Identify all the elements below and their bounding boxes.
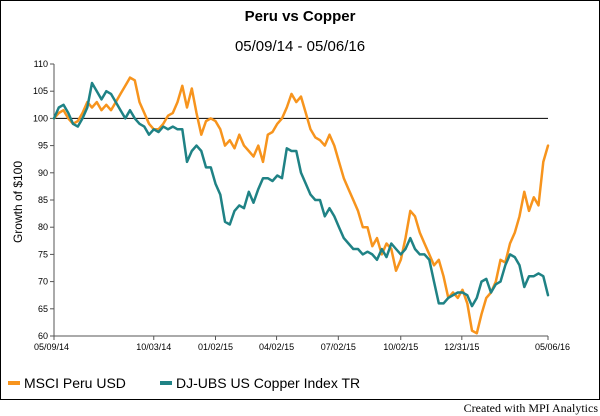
legend-label-peru: MSCI Peru USD	[24, 375, 126, 391]
legend-swatch-peru	[8, 381, 20, 385]
x-tick-label: 05/06/16	[535, 342, 570, 352]
x-tick-label: 10/02/15	[383, 342, 418, 352]
x-tick-label: 01/02/15	[198, 342, 233, 352]
y-tick-label: 80	[38, 222, 48, 232]
x-tick-label: 12/31/15	[444, 342, 479, 352]
y-tick-label: 75	[38, 249, 48, 259]
chart-frame	[0, 0, 600, 400]
x-tick-label: 05/09/14	[34, 342, 69, 352]
series-line-msci-peru	[52, 76, 550, 335]
x-tick-label: 04/02/15	[259, 342, 294, 352]
legend-item-copper: DJ-UBS US Copper Index TR	[160, 375, 360, 391]
y-tick-label: 95	[38, 141, 48, 151]
credit-text: Created with MPI Analytics	[463, 401, 598, 415]
y-tick-label: 100	[33, 113, 48, 123]
legend-item-peru: MSCI Peru USD	[8, 375, 126, 391]
chart-title: Peru vs Copper	[244, 8, 356, 25]
y-tick-label: 60	[38, 331, 48, 341]
y-tick-label: 90	[38, 168, 48, 178]
series-line-copper-index	[52, 81, 550, 308]
y-tick-label: 105	[33, 86, 48, 96]
legend-label-copper: DJ-UBS US Copper Index TR	[176, 375, 361, 391]
line-chart: 60 65 70 75 80 85 90 95 100 105 110 05/09/14 10/03/1…	[33, 59, 570, 352]
y-tick-label: 65	[38, 304, 48, 314]
y-tick-label: 85	[38, 195, 48, 205]
y-tick-label: 110	[34, 59, 48, 69]
legend-swatch-copper	[160, 381, 172, 385]
x-tick-label: 07/02/15	[321, 342, 356, 352]
y-tick-label: 70	[38, 277, 48, 287]
x-tick-label: 10/03/14	[136, 342, 171, 352]
chart-subtitle: 05/09/14 - 05/06/16	[234, 38, 366, 55]
